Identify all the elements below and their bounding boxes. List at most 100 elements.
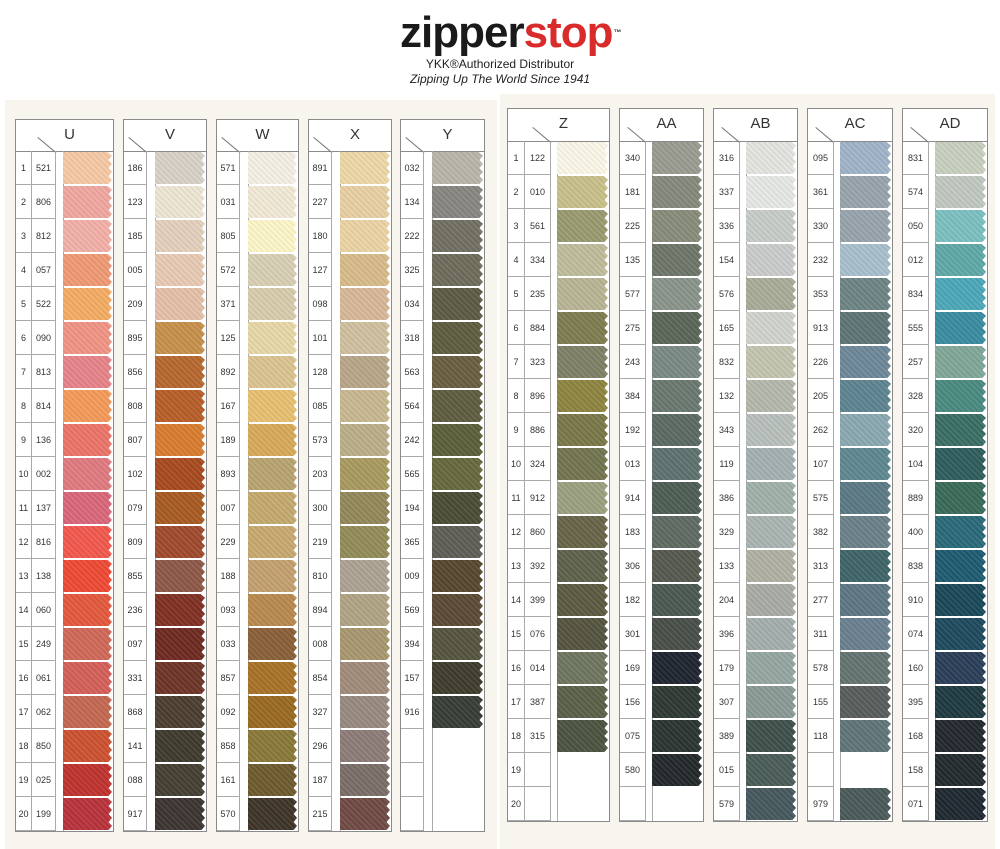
- color-row: 382: [808, 515, 892, 549]
- zipper-swatch: [935, 788, 986, 820]
- color-code: 521: [32, 151, 56, 185]
- color-code: 123: [124, 185, 147, 219]
- color-code: 563: [401, 355, 424, 389]
- zipper-swatch: [63, 594, 112, 626]
- zipper-swatch: [652, 686, 702, 718]
- color-code: [401, 763, 424, 797]
- zipper-swatch: [63, 492, 112, 524]
- color-code: 813: [32, 355, 56, 389]
- zipper-swatch: [840, 380, 891, 412]
- color-row: 17 387: [508, 685, 609, 719]
- color-row: [401, 729, 484, 763]
- zipper-swatch: [248, 424, 297, 456]
- color-code: 313: [808, 549, 834, 583]
- zipper-swatch: [432, 492, 483, 524]
- color-code: 807: [124, 423, 147, 457]
- color-row: 119: [714, 447, 797, 481]
- color-row: 13 138: [16, 559, 113, 593]
- zipper-swatch: [63, 764, 112, 796]
- zipper-swatch: [557, 142, 608, 174]
- color-row: 11 137: [16, 491, 113, 525]
- color-row: 389: [714, 719, 797, 753]
- color-code: 580: [620, 753, 646, 787]
- zipper-swatch: [248, 628, 297, 660]
- color-code: 203: [309, 457, 332, 491]
- zipper-swatch: [340, 696, 390, 728]
- color-code: 311: [808, 617, 834, 651]
- color-card-u: U 1 521 2 806 3 812 4 057 5 522 6 090 7 813 8 814 9 136 10 0…: [15, 119, 114, 832]
- color-code: 323: [525, 345, 551, 379]
- zipper-swatch: [746, 720, 796, 752]
- color-row: 183: [620, 515, 703, 549]
- color-code: 838: [903, 549, 929, 583]
- zipper-swatch: [652, 244, 702, 276]
- color-code: 199: [32, 797, 56, 831]
- color-row: 189: [217, 423, 298, 457]
- color-row: 275: [620, 311, 703, 345]
- color-code: 916: [401, 695, 424, 729]
- zipper-swatch: [557, 414, 608, 446]
- color-code: 574: [903, 175, 929, 209]
- zipper-swatch: [155, 288, 205, 320]
- color-row: 307: [714, 685, 797, 719]
- brand-part-stop: stop: [523, 8, 614, 57]
- color-row: 180: [309, 219, 391, 253]
- zipper-swatch: [248, 798, 297, 830]
- color-code: 182: [620, 583, 646, 617]
- color-row: 125: [217, 321, 298, 355]
- zipper-swatch: [746, 686, 796, 718]
- zipper-swatch: [155, 254, 205, 286]
- color-row: 187: [309, 763, 391, 797]
- color-code: 057: [32, 253, 56, 287]
- zipper-swatch: [63, 424, 112, 456]
- zipper-swatch: [746, 652, 796, 684]
- color-code: 014: [525, 651, 551, 685]
- card-header: X: [309, 120, 391, 154]
- color-row: 573: [309, 423, 391, 457]
- color-code: 572: [217, 253, 240, 287]
- color-row: 15 076: [508, 617, 609, 651]
- color-row: 232: [808, 243, 892, 277]
- zipper-swatch: [557, 720, 608, 752]
- color-code: 307: [714, 685, 740, 719]
- zipper-swatch: [155, 220, 205, 252]
- zipper-swatch: [63, 186, 112, 218]
- color-code: 573: [309, 423, 332, 457]
- color-row: 330: [808, 209, 892, 243]
- color-code: 805: [217, 219, 240, 253]
- color-code: 387: [525, 685, 551, 719]
- color-code: 570: [217, 797, 240, 831]
- color-code: 205: [808, 379, 834, 413]
- color-code: 522: [32, 287, 56, 321]
- zipper-swatch: [248, 764, 297, 796]
- zipper-swatch: [652, 346, 702, 378]
- color-row: 6 090: [16, 321, 113, 355]
- zipper-swatch: [652, 720, 702, 752]
- zipper-swatch: [652, 584, 702, 616]
- color-row: 085: [309, 389, 391, 423]
- color-code: 857: [217, 661, 240, 695]
- color-row: 123: [124, 185, 206, 219]
- color-code: 249: [32, 627, 56, 661]
- color-row: 396: [714, 617, 797, 651]
- color-code: 122: [525, 141, 551, 175]
- color-row: 157: [401, 661, 484, 695]
- zipper-swatch: [63, 560, 112, 592]
- color-row: 577: [620, 277, 703, 311]
- color-row: 226: [808, 345, 892, 379]
- color-code: 031: [217, 185, 240, 219]
- color-row: 227: [309, 185, 391, 219]
- color-code: 331: [124, 661, 147, 695]
- color-code: 062: [32, 695, 56, 729]
- color-row: 555: [903, 311, 987, 345]
- color-row: 580: [620, 753, 703, 787]
- color-code: 336: [714, 209, 740, 243]
- zipper-swatch: [155, 356, 205, 388]
- color-row: 306: [620, 549, 703, 583]
- zipper-swatch: [652, 312, 702, 344]
- color-code: 226: [808, 345, 834, 379]
- color-code: 330: [808, 209, 834, 243]
- color-row: 20: [508, 787, 609, 821]
- zipper-swatch: [840, 210, 891, 242]
- color-row: 329: [714, 515, 797, 549]
